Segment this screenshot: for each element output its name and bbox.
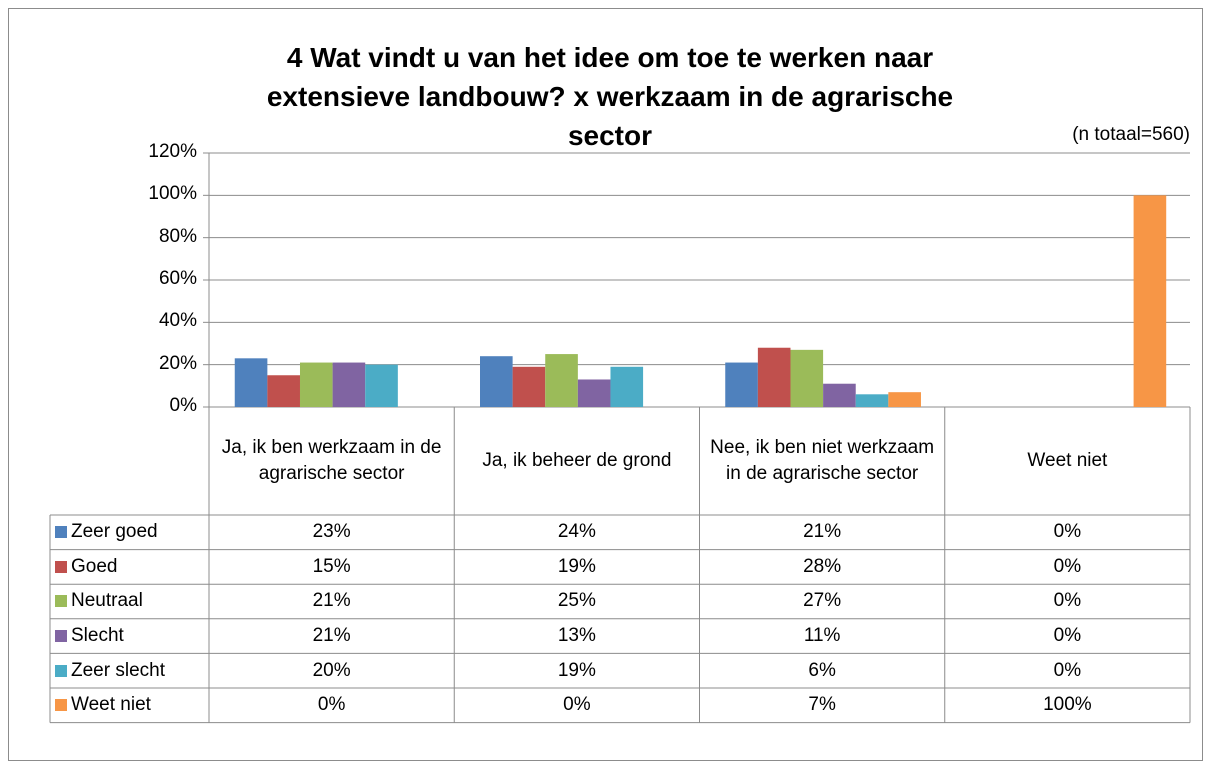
legend-key bbox=[55, 699, 67, 712]
table-value: 6% bbox=[808, 659, 836, 681]
x-tick-label: Weet niet bbox=[1027, 450, 1108, 471]
table-value: 24% bbox=[557, 521, 596, 543]
chart-title: 4 Wat vindt u van het idee om toe te wer… bbox=[266, 42, 954, 151]
legend-label: Weet niet bbox=[71, 694, 151, 716]
legend-key bbox=[55, 595, 67, 608]
y-tick-label: 80% bbox=[158, 225, 197, 247]
table-value: 25% bbox=[557, 590, 596, 612]
table-value: 27% bbox=[803, 590, 842, 612]
chart-subtitle: (n totaal=560) bbox=[1072, 124, 1190, 145]
legend-key bbox=[55, 630, 67, 643]
table-value: 0% bbox=[1053, 590, 1082, 612]
bar bbox=[790, 349, 824, 407]
bar bbox=[725, 362, 758, 407]
table-value: 13% bbox=[557, 625, 596, 647]
table-value: 21% bbox=[803, 521, 842, 543]
bar bbox=[823, 383, 856, 407]
table-value: 0% bbox=[1053, 659, 1082, 681]
legend-label: Slecht bbox=[71, 625, 124, 647]
legend-entry: Goed bbox=[50, 550, 117, 585]
bar bbox=[888, 392, 921, 407]
legend-key bbox=[55, 560, 67, 573]
chart-frame bbox=[8, 8, 1203, 761]
bar bbox=[480, 356, 513, 407]
table-value: 19% bbox=[557, 555, 596, 577]
legend-label: Zeer slecht bbox=[71, 659, 165, 681]
table-value: 0% bbox=[563, 694, 591, 716]
bar bbox=[512, 366, 546, 407]
x-tick-label: Ja, ik ben werkzaam in de agrarische sec… bbox=[221, 437, 442, 484]
bar bbox=[299, 362, 333, 407]
x-tick-label: Ja, ik beheer de grond bbox=[482, 450, 672, 471]
bar bbox=[365, 364, 398, 407]
table-value: 0% bbox=[1053, 521, 1082, 543]
table-value: 0% bbox=[317, 694, 346, 716]
bar bbox=[234, 358, 268, 407]
table-value: 23% bbox=[312, 521, 351, 543]
legend-key bbox=[55, 664, 67, 677]
bar bbox=[267, 375, 300, 407]
table-value: 11% bbox=[803, 625, 841, 647]
bar bbox=[610, 366, 644, 407]
legend-entry: Neutraal bbox=[50, 584, 143, 619]
table-value: 21% bbox=[312, 590, 351, 612]
table-value: 7% bbox=[808, 694, 836, 716]
table-value: 21% bbox=[312, 625, 351, 647]
legend-key bbox=[55, 526, 67, 539]
bar bbox=[332, 362, 366, 407]
legend-label: Neutraal bbox=[71, 590, 143, 612]
legend-label: Zeer goed bbox=[71, 521, 158, 543]
bar bbox=[1133, 195, 1167, 407]
table-value: 20% bbox=[312, 659, 351, 681]
y-tick-label: 120% bbox=[148, 141, 197, 162]
y-tick-label: 0% bbox=[169, 395, 197, 416]
table-value: 0% bbox=[1053, 555, 1082, 577]
legend-entry: Zeer slecht bbox=[50, 653, 165, 688]
table-value: 100% bbox=[1043, 694, 1092, 716]
y-tick-label: 100% bbox=[148, 183, 197, 205]
legend-label: Goed bbox=[71, 555, 118, 577]
bar bbox=[577, 379, 611, 407]
bar bbox=[545, 354, 578, 407]
bar bbox=[855, 394, 889, 407]
table-value: 28% bbox=[803, 555, 842, 577]
legend-entry: Zeer goed bbox=[50, 515, 158, 550]
x-tick-label: Nee, ik ben niet werkzaam in de agrarisc… bbox=[710, 437, 935, 484]
y-tick-label: 40% bbox=[158, 310, 197, 332]
y-tick-label: 20% bbox=[158, 352, 197, 374]
y-tick-label: 60% bbox=[158, 268, 197, 289]
bar bbox=[757, 347, 791, 407]
legend-entry: Weet niet bbox=[50, 688, 151, 723]
table-value: 15% bbox=[312, 555, 351, 577]
table-value: 19% bbox=[557, 659, 596, 681]
table-value: 0% bbox=[1053, 625, 1082, 647]
legend-entry: Slecht bbox=[50, 619, 124, 654]
